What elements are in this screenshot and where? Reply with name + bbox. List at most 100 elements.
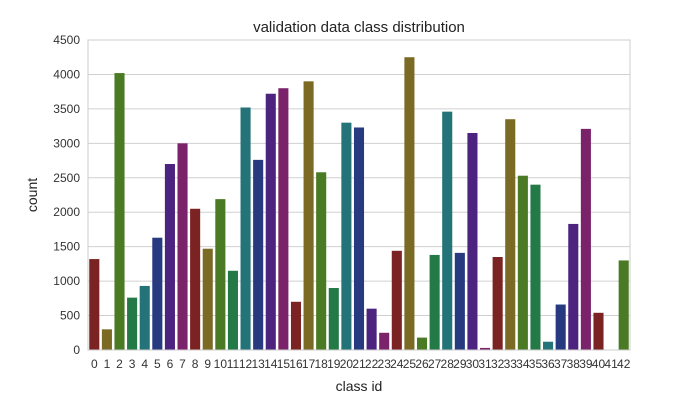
x-tick-label: 27 [428, 357, 442, 371]
bar-class-31 [480, 347, 491, 350]
bar-class-9 [202, 248, 213, 350]
bar-class-40 [593, 312, 604, 350]
x-tick-labels: 0 1 2 3 4 5 6 7 8 9 10 11 12 13 14 15 16 17 18 19 20 21 22 23 24… [91, 357, 631, 371]
x-tick-label: 36 [541, 357, 555, 371]
x-tick-label: 26 [415, 357, 429, 371]
x-tick-label: 38 [567, 357, 581, 371]
bar-class-37 [555, 304, 566, 350]
bar-class-21 [353, 127, 365, 351]
x-tick-label: 1 [104, 357, 111, 371]
bar-class-35 [530, 184, 541, 350]
x-tick-label: 12 [239, 357, 253, 371]
bar-class-11 [227, 270, 238, 350]
chart-title: validation data class distribution [253, 19, 465, 36]
y-tick-label: 2500 [53, 171, 80, 185]
y-tick-label: 4500 [53, 33, 80, 47]
bar-class-26 [416, 337, 428, 350]
bar-class-34 [517, 175, 528, 350]
y-tick-label: 500 [60, 309, 80, 323]
x-tick-label: 13 [251, 357, 265, 371]
x-tick-label: 37 [554, 357, 568, 371]
x-tick-label: 28 [441, 357, 455, 371]
x-tick-label: 29 [453, 357, 467, 371]
x-tick-label: 23 [378, 357, 392, 371]
y-tick-label: 0 [73, 343, 80, 357]
x-tick-label: 14 [264, 357, 278, 371]
y-tick-label: 1500 [53, 240, 80, 254]
x-tick-label: 8 [192, 357, 199, 371]
bars [89, 57, 629, 351]
bar-class-13 [253, 159, 264, 350]
y-tick-label: 2000 [53, 205, 80, 219]
bar-class-28 [442, 111, 453, 350]
x-tick-label: 30 [466, 357, 480, 371]
y-axis-title: count [24, 178, 40, 212]
bar-class-5 [152, 237, 163, 350]
x-tick-label: 0 [91, 357, 98, 371]
x-tick-label: 7 [179, 357, 186, 371]
y-tick-label: 1000 [53, 274, 80, 288]
bar-class-4 [139, 285, 150, 350]
x-tick-label: 11 [227, 357, 240, 371]
x-tick-label: 19 [327, 357, 341, 371]
y-tick-label: 3000 [53, 136, 80, 150]
bar-class-33 [505, 119, 516, 350]
x-tick-label: 42 [617, 357, 631, 371]
bar-class-15 [278, 88, 289, 350]
bar-class-30 [467, 133, 478, 350]
y-tick-label: 4000 [53, 67, 80, 81]
bar-class-20 [341, 122, 352, 350]
bar-class-1 [101, 329, 112, 350]
plot-frame [87, 39, 631, 351]
bar-class-29 [454, 252, 465, 350]
bar-class-25 [404, 57, 415, 350]
bar-class-24 [391, 250, 402, 350]
bar-class-22 [366, 308, 377, 350]
x-tick-label: 33 [504, 357, 518, 371]
x-tick-label: 24 [390, 357, 404, 371]
x-tick-label: 16 [289, 357, 303, 371]
x-tick-label: 6 [167, 357, 174, 371]
x-tick-label: 18 [315, 357, 329, 371]
bar-class-14 [265, 93, 276, 350]
x-tick-label: 4 [141, 357, 148, 371]
bar-class-32 [492, 257, 503, 350]
x-tick-label: 3 [129, 357, 136, 371]
bar-class-16 [290, 301, 302, 350]
x-tick-label: 9 [204, 357, 211, 371]
bar-class-7 [177, 143, 188, 350]
bar-class-38 [568, 223, 579, 350]
bar-class-17 [303, 81, 314, 350]
bar-class-0 [89, 259, 100, 350]
bar-class-36 [543, 341, 554, 350]
bar-class-8 [190, 208, 201, 350]
y-tick-label: 3500 [53, 102, 80, 116]
bar-class-42 [618, 260, 629, 350]
y-tick-labels: 0 500 1000 1500 2000 2500 3000 3500 4000 4500 [53, 33, 80, 357]
x-tick-label: 35 [529, 357, 543, 371]
x-tick-label: 39 [579, 357, 593, 371]
bar-class-12 [240, 107, 251, 350]
x-tick-label: 10 [214, 357, 228, 371]
x-tick-label: 32 [491, 357, 505, 371]
bar-class-39 [580, 128, 591, 350]
bar-class-10 [215, 199, 226, 350]
x-tick-label: 34 [516, 357, 530, 371]
bar-class-3 [127, 297, 138, 350]
x-tick-label: 21 [352, 357, 366, 371]
x-tick-label: 40 [592, 357, 606, 371]
x-tick-label: 41 [604, 357, 618, 371]
x-tick-label: 15 [277, 357, 291, 371]
bar-class-2 [114, 73, 125, 350]
bar-class-19 [328, 288, 339, 350]
x-axis-title: class id [336, 378, 383, 394]
bar-class-6 [164, 164, 175, 350]
x-tick-label: 17 [302, 357, 316, 371]
x-tick-label: 31 [478, 357, 492, 371]
x-tick-label: 25 [403, 357, 417, 371]
bar-class-18 [316, 172, 327, 350]
x-tick-label: 20 [340, 357, 354, 371]
x-tick-label: 5 [154, 357, 161, 371]
bar-class-27 [429, 254, 440, 350]
